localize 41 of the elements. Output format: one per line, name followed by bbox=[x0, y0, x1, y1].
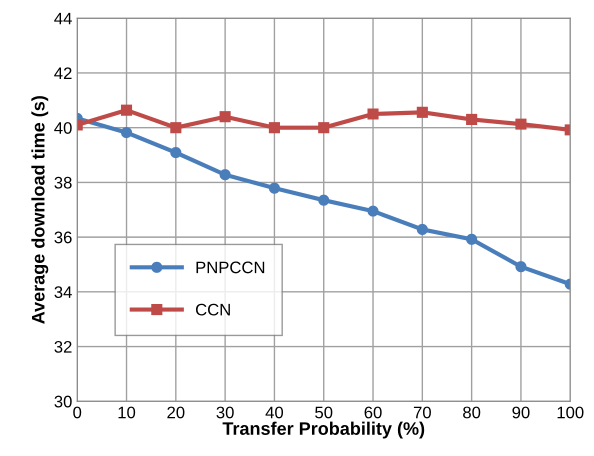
y-tick-label: 40 bbox=[54, 122, 72, 134]
point bbox=[416, 106, 428, 118]
x-tick-label: 60 bbox=[364, 406, 382, 418]
x-tick-label: 10 bbox=[118, 406, 136, 418]
y-tick-label: 44 bbox=[54, 12, 72, 24]
y-tick-label: 32 bbox=[54, 340, 72, 353]
point bbox=[515, 261, 526, 272]
point bbox=[466, 114, 478, 126]
point bbox=[466, 234, 478, 245]
x-tick-label: 100 bbox=[558, 406, 584, 418]
y-tick-label: 38 bbox=[54, 176, 72, 189]
point bbox=[367, 108, 379, 120]
x-tick-label: 80 bbox=[463, 406, 480, 418]
x-axis-title: Transfer Probability (%) bbox=[222, 422, 424, 439]
point bbox=[220, 169, 231, 180]
y-tick-label: 36 bbox=[54, 232, 72, 244]
y-tick-label: 42 bbox=[54, 67, 72, 79]
point bbox=[367, 206, 379, 217]
point bbox=[120, 127, 132, 138]
x-tick-label: 20 bbox=[167, 406, 184, 418]
x-tick-label: 50 bbox=[315, 406, 332, 418]
x-tick-label: 40 bbox=[266, 406, 284, 418]
legend-label: PNPCCN bbox=[196, 262, 264, 274]
point bbox=[318, 194, 330, 206]
point bbox=[170, 122, 182, 134]
x-tick-label: 90 bbox=[512, 406, 530, 418]
x-tick-label: 70 bbox=[414, 406, 431, 418]
point bbox=[268, 122, 280, 134]
x-tick-label: 0 bbox=[73, 406, 82, 418]
x-tick-label: 30 bbox=[216, 406, 234, 418]
point bbox=[268, 182, 280, 194]
point bbox=[515, 118, 526, 130]
point bbox=[170, 147, 182, 158]
y-tick-label: 34 bbox=[54, 286, 72, 298]
point bbox=[416, 224, 428, 236]
legend-label: CCN bbox=[196, 304, 230, 316]
y-axis-title: Average download time (s) bbox=[31, 96, 48, 324]
point bbox=[220, 111, 231, 122]
point bbox=[120, 104, 132, 116]
y-tick-label: 30 bbox=[54, 396, 72, 408]
point bbox=[318, 122, 330, 134]
